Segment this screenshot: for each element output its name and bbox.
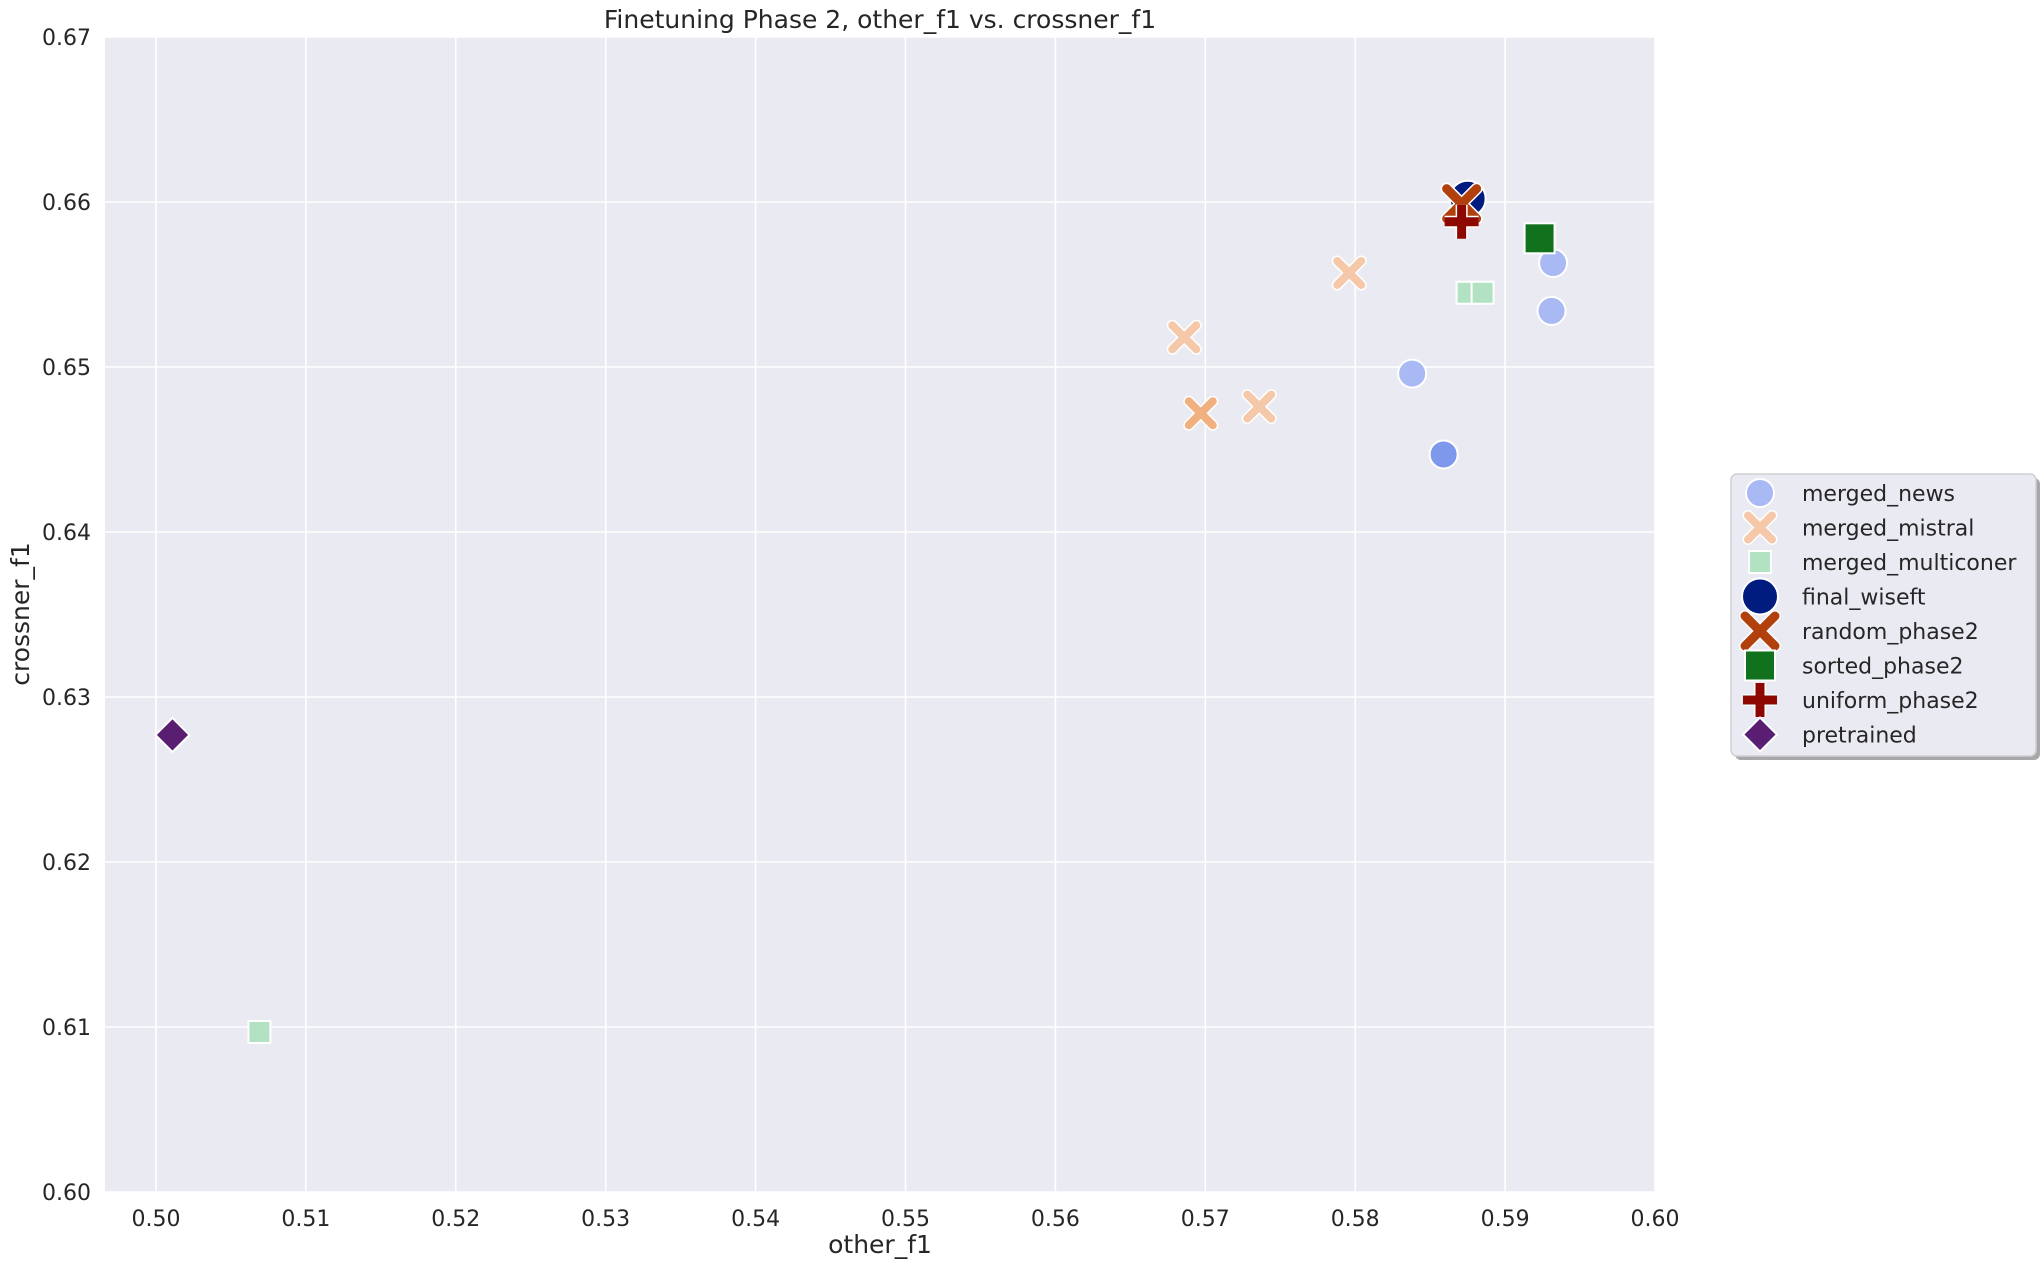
legend-marker bbox=[1739, 610, 1781, 652]
legend: merged_news merged_mistral merged_multicon… bbox=[1730, 473, 2040, 760]
data-point bbox=[1428, 439, 1459, 470]
x-tick-label: 0.55 bbox=[881, 1207, 930, 1232]
legend-label: pretrained bbox=[1802, 724, 1917, 749]
y-tick-label: 0.60 bbox=[42, 1181, 91, 1206]
legend-box bbox=[1730, 473, 2037, 757]
legend-marker bbox=[1741, 716, 1779, 753]
x-tick-label: 0.51 bbox=[281, 1207, 330, 1232]
y-tick-label: 0.62 bbox=[42, 851, 91, 876]
legend-label: final_wiseft bbox=[1802, 586, 1926, 611]
x-tick-label: 0.60 bbox=[1631, 1207, 1680, 1232]
legend-marker bbox=[1745, 478, 1775, 508]
chart-title: Finetuning Phase 2, other_f1 vs. crossne… bbox=[604, 5, 1156, 34]
data-point bbox=[1523, 222, 1556, 255]
data-point bbox=[154, 716, 191, 754]
legend-marker bbox=[1743, 683, 1777, 717]
legend-label: uniform_phase2 bbox=[1802, 689, 1979, 714]
legend-label: sorted_phase2 bbox=[1802, 655, 1963, 680]
data-point bbox=[1241, 389, 1277, 425]
data-point bbox=[1444, 204, 1479, 239]
data-point bbox=[247, 1019, 272, 1044]
y-axis-label: crossner_f1 bbox=[6, 542, 35, 686]
legend-marker bbox=[1742, 510, 1778, 545]
x-tick-label: 0.54 bbox=[731, 1207, 780, 1232]
x-tick-label: 0.58 bbox=[1331, 1207, 1380, 1232]
legend-marker bbox=[1741, 577, 1779, 616]
data-point bbox=[1536, 295, 1567, 326]
x-tick-label: 0.57 bbox=[1181, 1207, 1230, 1232]
x-axis-label: other_f1 bbox=[828, 1230, 932, 1259]
data-point bbox=[1166, 319, 1202, 355]
y-tick-label: 0.66 bbox=[42, 191, 91, 216]
legend-label: merged_multiconer bbox=[1802, 551, 2017, 576]
x-tick-label: 0.59 bbox=[1481, 1207, 1530, 1232]
data-point bbox=[1470, 280, 1495, 305]
data-point bbox=[1183, 395, 1219, 431]
data-point bbox=[1440, 182, 1483, 225]
plot-background bbox=[105, 37, 1655, 1192]
grid-lines bbox=[105, 36, 1656, 1193]
data-point bbox=[1331, 255, 1367, 291]
legend-label: random_phase2 bbox=[1802, 620, 1979, 645]
y-tick-label: 0.63 bbox=[42, 686, 91, 711]
data-point bbox=[1397, 358, 1428, 389]
x-tick-label: 0.50 bbox=[131, 1207, 180, 1232]
y-tick-label: 0.65 bbox=[42, 356, 91, 381]
legend-marker bbox=[1744, 649, 1776, 682]
y-tick-label: 0.67 bbox=[42, 26, 91, 51]
x-tick-label: 0.56 bbox=[1031, 1207, 1080, 1232]
y-tick-label: 0.64 bbox=[42, 521, 91, 546]
data-points bbox=[154, 179, 1569, 1044]
legend-marker bbox=[1748, 550, 1772, 574]
x-tick-label: 0.53 bbox=[581, 1207, 630, 1232]
y-tick-label: 0.61 bbox=[42, 1016, 91, 1041]
y-tick-labels: 0.60 0.61 0.62 0.63 0.64 0.65 0.66 0.67 bbox=[42, 26, 91, 1206]
x-tick-label: 0.52 bbox=[431, 1207, 480, 1232]
legend-label: merged_news bbox=[1802, 482, 1955, 507]
legend-items: merged_news merged_mistral merged_multicon… bbox=[1739, 478, 2017, 753]
x-tick-labels: 0.50 0.51 0.52 0.53 0.54 0.55 0.56 0.57 0.58 0.59… bbox=[131, 1207, 1679, 1232]
legend-label: merged_mistral bbox=[1802, 517, 1974, 542]
